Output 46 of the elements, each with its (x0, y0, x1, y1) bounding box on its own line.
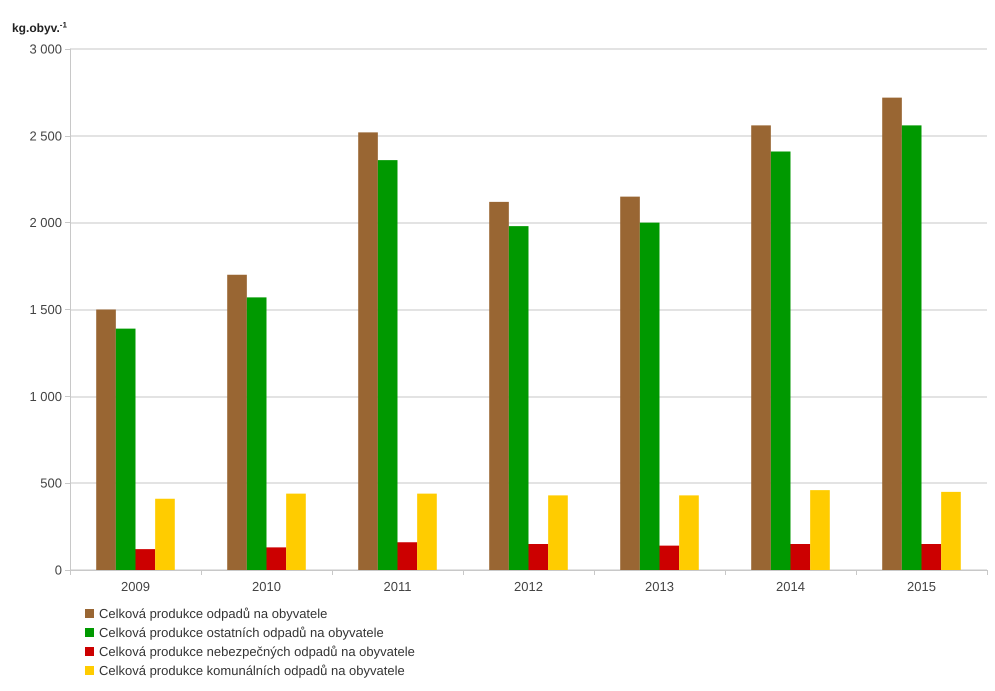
legend-label: Celková produkce ostatních odpadů na obyvatele (99, 625, 384, 640)
bar (528, 544, 548, 570)
x-tick-label: 2011 (384, 579, 412, 594)
x-tick-label: 2009 (121, 579, 150, 594)
bar (922, 544, 942, 570)
y-tick-label: 2 500 (29, 128, 62, 144)
bar (640, 222, 660, 570)
bar (358, 132, 378, 570)
bar (378, 160, 398, 570)
bar (660, 546, 680, 570)
bar (489, 202, 509, 570)
x-tick-label: 2012 (514, 579, 543, 594)
bar (679, 495, 699, 570)
bar (286, 494, 306, 570)
bar (266, 547, 286, 570)
legend-label: Celková produkce komunálních odpadů na obyvatele (99, 663, 405, 678)
bar (136, 549, 156, 570)
bar (810, 490, 830, 570)
bar (941, 492, 961, 570)
bar (508, 226, 528, 570)
y-tick-label: 1 500 (29, 302, 62, 317)
bar (246, 297, 266, 570)
bar (227, 274, 247, 570)
bar (96, 310, 116, 570)
y-tick-label: 2 000 (29, 215, 62, 230)
bar (417, 494, 437, 570)
bar (548, 495, 568, 570)
y-tick-label: 1 000 (29, 388, 62, 404)
legend-label: Celková produkce odpadů na obyvatele (99, 606, 328, 621)
x-tick-label: 2014 (776, 579, 805, 594)
y-tick-label: 500 (40, 476, 62, 491)
x-tick-label: 2010 (252, 579, 281, 594)
y-tick-label: 0 (54, 562, 62, 578)
y-tick-label: 3 000 (29, 42, 62, 56)
x-tick-label: 2013 (645, 579, 674, 594)
bar (902, 125, 922, 570)
bar (770, 151, 790, 570)
bar (155, 498, 175, 570)
legend-label: Celková produkce nebezpečných odpadů na obyvatele (99, 644, 415, 659)
bar (882, 98, 902, 570)
bar (116, 328, 136, 570)
bar (790, 544, 810, 570)
x-tick-label: 2015 (907, 579, 936, 594)
bar (751, 125, 771, 570)
bar (398, 542, 418, 570)
bar (620, 196, 640, 570)
